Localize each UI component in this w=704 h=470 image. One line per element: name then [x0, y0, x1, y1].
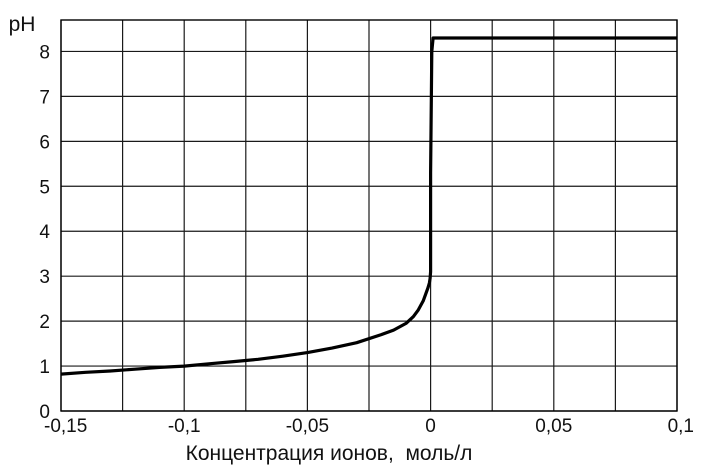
- y-tick-label: 0: [39, 402, 50, 423]
- y-tick-label: 1: [39, 357, 50, 378]
- y-tick-label: 6: [39, 132, 50, 153]
- y-axis-label: pH: [9, 13, 36, 36]
- x-tick-label: -0,15: [44, 416, 87, 437]
- y-tick-label: 8: [39, 42, 50, 63]
- y-tick-label: 7: [39, 87, 50, 108]
- y-tick-label: 3: [39, 267, 50, 288]
- x-tick-label: 0,05: [535, 416, 572, 437]
- x-tick-label: -0,05: [286, 416, 329, 437]
- y-tick-label: 2: [39, 312, 50, 333]
- x-axis-label: Концентрация ионов, моль/л: [186, 442, 473, 465]
- grid: [60, 20, 678, 412]
- y-axis-ticks: 0 1 2 3 4 5 6 7 8: [39, 42, 50, 423]
- x-tick-label: 0: [425, 416, 436, 437]
- x-tick-label: 0,1: [668, 416, 694, 437]
- plot-frame: [60, 19, 678, 412]
- y-tick-label: 5: [39, 177, 50, 198]
- x-axis-ticks: -0,15 -0,1 -0,05 0 0,05 0,1: [44, 416, 694, 437]
- series-line: [60, 36, 677, 376]
- x-tick-label: -0,1: [168, 416, 201, 437]
- y-tick-label: 4: [39, 222, 50, 243]
